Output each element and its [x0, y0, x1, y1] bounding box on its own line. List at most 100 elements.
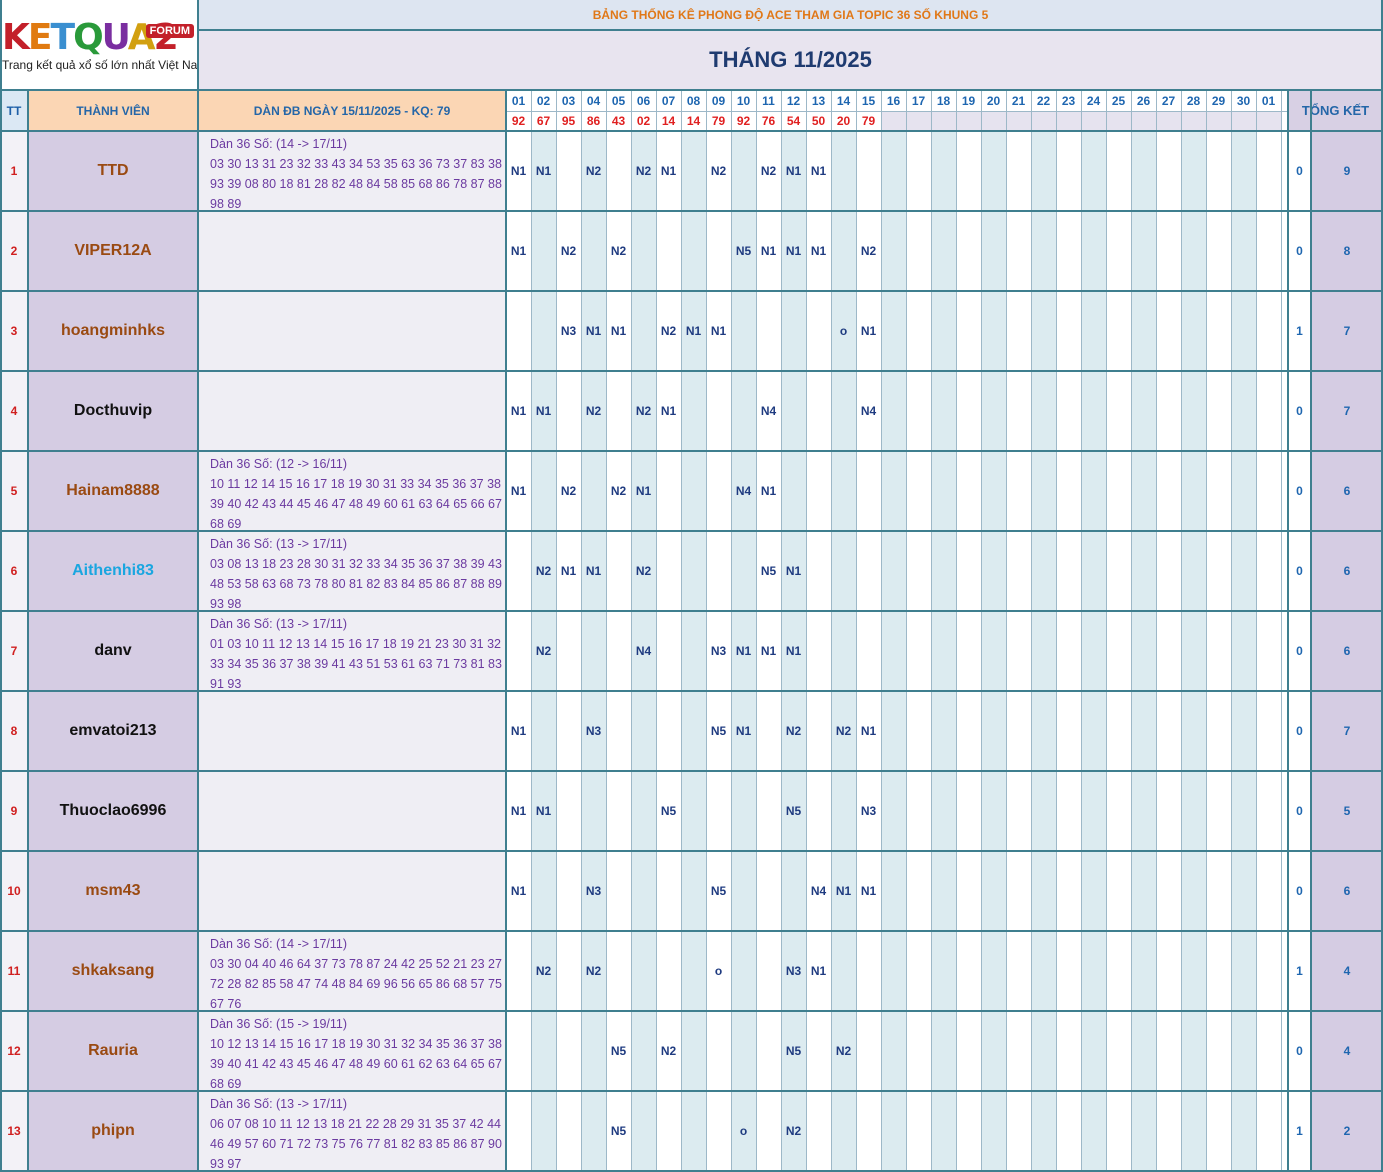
day-cell — [856, 451, 881, 531]
day-cell: N2 — [706, 131, 731, 211]
miss-count: 0 — [1288, 531, 1311, 611]
day-cell: N3 — [706, 611, 731, 691]
day-cell — [756, 1011, 781, 1091]
day-cell — [1131, 451, 1156, 531]
day-cell — [1006, 211, 1031, 291]
day-cell — [1006, 931, 1031, 1011]
day-cell — [931, 1011, 956, 1091]
day-cell — [1156, 931, 1181, 1011]
day-cell: N1 — [806, 131, 831, 211]
day-cell — [1131, 611, 1156, 691]
day-cell — [706, 451, 731, 531]
day-cell — [1031, 851, 1056, 931]
result-cell: 76 — [756, 111, 781, 131]
day-cell — [531, 211, 556, 291]
result-cell — [881, 111, 906, 131]
day-cell: N2 — [606, 211, 631, 291]
day-cell — [1206, 291, 1231, 371]
day-cell — [1031, 1011, 1056, 1091]
day-cell: N4 — [631, 611, 656, 691]
day-cell: N4 — [756, 371, 781, 451]
day-header: 24 — [1081, 90, 1106, 111]
result-cell: 67 — [531, 111, 556, 131]
dan-line: 98 89 — [210, 197, 242, 211]
day-cell: N2 — [631, 531, 656, 611]
day-header: 09 — [706, 90, 731, 111]
day-cell — [1056, 291, 1081, 371]
day-cell: N1 — [856, 291, 881, 371]
day-header: 08 — [681, 90, 706, 111]
day-cell: N1 — [531, 131, 556, 211]
day-cell — [1106, 771, 1131, 851]
dan-line: 03 30 04 40 46 64 37 73 78 87 24 42 25 5… — [210, 957, 502, 971]
day-cell — [631, 771, 656, 851]
member-name: emvatoi213 — [28, 691, 198, 771]
day-header: 17 — [906, 90, 931, 111]
day-cell — [1056, 771, 1081, 851]
day-cell: N2 — [531, 531, 556, 611]
day-cell: N1 — [531, 371, 556, 451]
day-cell — [531, 1011, 556, 1091]
result-cell: 79 — [706, 111, 731, 131]
day-cell: N2 — [581, 131, 606, 211]
day-cell — [1081, 691, 1106, 771]
day-cell — [706, 1011, 731, 1091]
day-cell — [956, 131, 981, 211]
day-cell — [1156, 531, 1181, 611]
day-cell — [931, 931, 956, 1011]
dan-line: Dàn 36 Số: (13 -> 17/11) — [210, 537, 348, 551]
day-cell — [1206, 851, 1231, 931]
day-cell — [1231, 291, 1256, 371]
day-cell — [981, 131, 1006, 211]
day-cell — [1006, 771, 1031, 851]
dan-line: Dàn 36 Số: (14 -> 17/11) — [210, 937, 348, 951]
day-cell — [1056, 1011, 1081, 1091]
day-cell — [1081, 451, 1106, 531]
day-header: 06 — [631, 90, 656, 111]
day-cell — [1206, 371, 1231, 451]
dan-cell — [198, 291, 506, 371]
day-cell — [1131, 851, 1156, 931]
day-cell — [881, 851, 906, 931]
dan-cell — [198, 211, 506, 291]
day-cell: N1 — [856, 851, 881, 931]
day-cell — [906, 771, 931, 851]
day-cell — [1156, 371, 1181, 451]
day-cell — [931, 771, 956, 851]
day-cell: N1 — [781, 611, 806, 691]
day-cell — [881, 931, 906, 1011]
day-cell — [606, 771, 631, 851]
day-cell — [606, 931, 631, 1011]
day-cell — [631, 931, 656, 1011]
day-cell — [1131, 291, 1156, 371]
day-cell: N5 — [606, 1011, 631, 1091]
day-header: 02 — [531, 90, 556, 111]
day-cell — [1181, 211, 1206, 291]
day-header: 28 — [1181, 90, 1206, 111]
dan-cell: Dàn 36 Số: (12 -> 16/11) 10 11 12 14 15 1… — [198, 451, 506, 531]
day-header: 30 — [1231, 90, 1256, 111]
day-cell — [856, 1011, 881, 1091]
day-cell — [1181, 371, 1206, 451]
dan-line: 68 69 — [210, 517, 242, 531]
day-cell — [1106, 611, 1131, 691]
day-cell — [1056, 1091, 1081, 1171]
header-total: TỔNG KẾT — [1288, 90, 1383, 131]
day-cell — [731, 131, 756, 211]
day-cell — [981, 1091, 1006, 1171]
day-cell — [931, 291, 956, 371]
day-cell — [1181, 1011, 1206, 1091]
day-cell — [1256, 531, 1281, 611]
row-number: 2 — [0, 211, 28, 291]
result-cell: 95 — [556, 111, 581, 131]
result-cell: 92 — [731, 111, 756, 131]
day-cell — [556, 771, 581, 851]
dan-line: Dàn 36 Số: (15 -> 19/11) — [210, 1017, 348, 1031]
day-cell — [831, 531, 856, 611]
day-cell — [506, 1091, 531, 1171]
dan-cell — [198, 771, 506, 851]
day-cell — [931, 1091, 956, 1171]
dan-cell: Dàn 36 Số: (13 -> 17/11) 06 07 08 10 11 1… — [198, 1091, 506, 1171]
day-cell — [1056, 691, 1081, 771]
day-cell: N1 — [781, 531, 806, 611]
